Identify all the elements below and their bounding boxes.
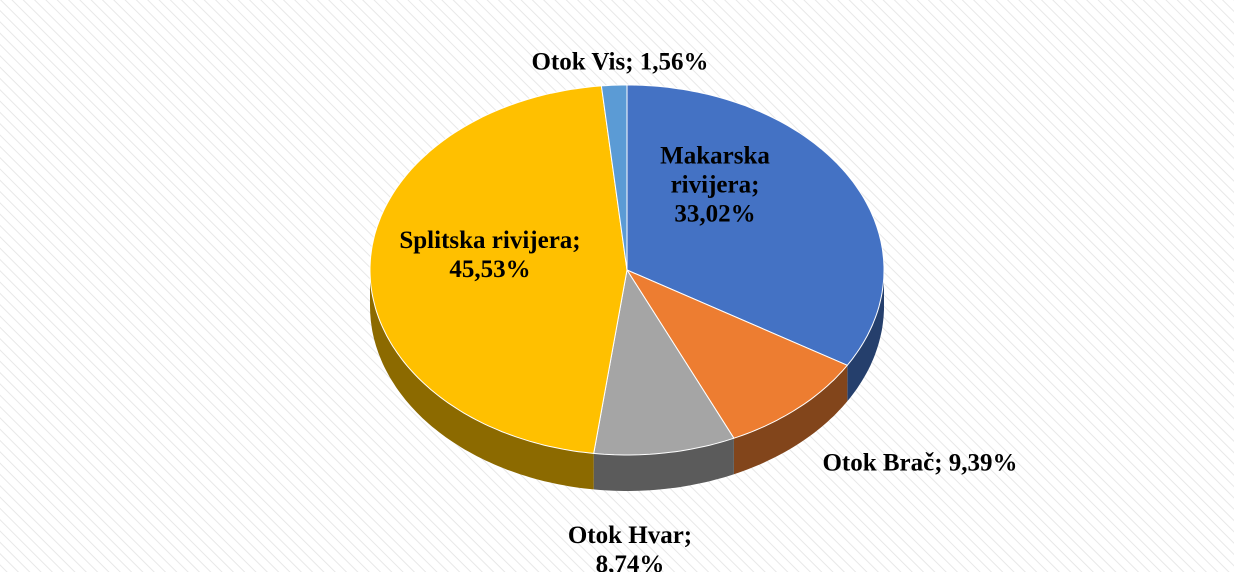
data-label: Splitska rivijera; 45,53% — [399, 227, 581, 283]
slice — [593, 268, 735, 456]
slice — [625, 268, 849, 439]
slice — [369, 85, 628, 454]
slice — [626, 84, 885, 366]
slice-side — [370, 270, 594, 490]
data-label: Makarska rivijera; 33,02% — [660, 142, 770, 228]
pie — [369, 84, 885, 491]
data-label: Otok Brač; 9,39% — [822, 449, 1018, 477]
data-label: Otok Vis; 1,56% — [531, 48, 709, 76]
slice — [600, 84, 628, 271]
slice-side — [593, 438, 734, 491]
slice-side — [733, 365, 848, 475]
slice-side — [847, 270, 884, 402]
data-label: Otok Hvar; 8,74% — [567, 522, 693, 572]
